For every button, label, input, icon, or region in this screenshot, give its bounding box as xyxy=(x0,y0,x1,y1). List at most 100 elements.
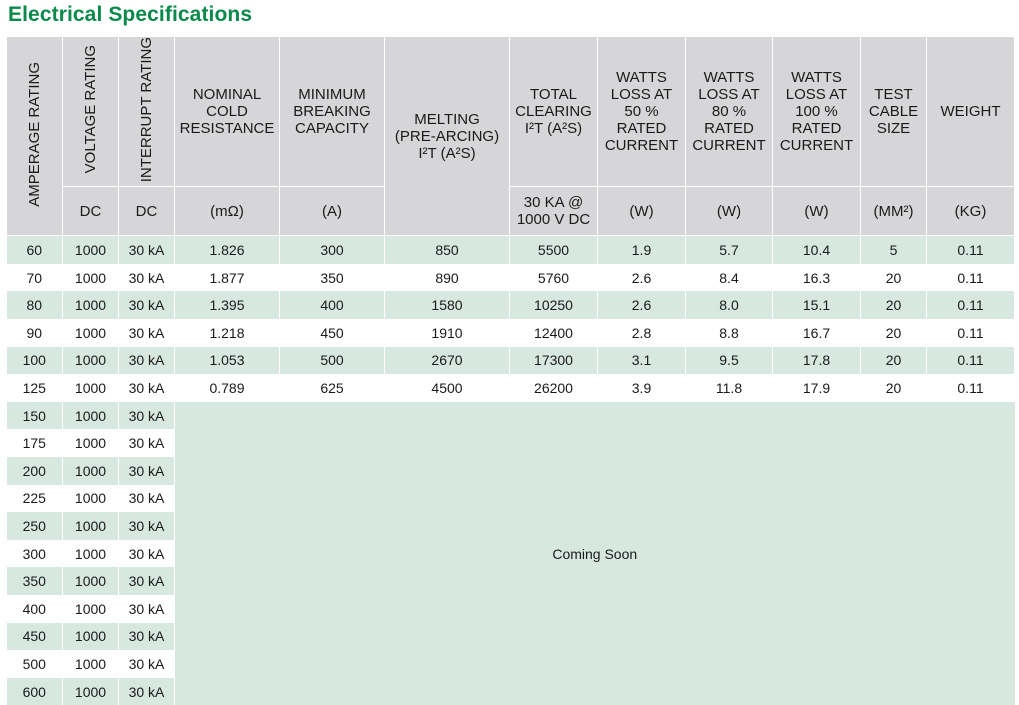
table-cell: 500 xyxy=(279,346,385,375)
unit-watts-100: (W) xyxy=(772,186,861,237)
table-cell: 250 xyxy=(6,512,63,540)
table-cell: 17.8 xyxy=(772,346,861,375)
table-cell: 300 xyxy=(6,539,63,568)
table-row: 500 1000 30 kA xyxy=(6,650,1015,678)
table-cell: 1000 xyxy=(62,319,119,347)
table-row: 70 1000 30 kA 1.877 350 890 5760 2.6 8.4 16.3 20 0.… xyxy=(6,263,1015,292)
header-watts-loss-50: WATTS LOSS AT 50 % RATED CURRENT xyxy=(597,35,686,188)
coming-soon-cell: Coming Soon xyxy=(174,401,1015,705)
table-cell: 1.053 xyxy=(174,346,280,375)
table-row: 175 1000 30 kA xyxy=(6,429,1015,458)
table-cell: 26200 xyxy=(509,374,598,402)
table-row: 80 1000 30 kA 1.395 400 1580 10250 2.6 8.0 15.1 20… xyxy=(6,291,1015,320)
table-cell: 2.6 xyxy=(597,263,686,292)
table-cell: 850 xyxy=(384,235,510,264)
table-cell: 30 kA xyxy=(118,622,175,651)
page-title: Electrical Specifications xyxy=(8,3,253,26)
table-cell: 3.9 xyxy=(597,374,686,402)
table-cell: 4500 xyxy=(384,374,510,402)
table-cell: 8.8 xyxy=(685,319,773,347)
table-cell: 1000 xyxy=(62,346,119,375)
table-row: 400 1000 30 kA xyxy=(6,595,1015,623)
table-cell: 0.11 xyxy=(926,235,1015,264)
table-cell: 0.789 xyxy=(174,374,280,402)
table-row: 200 1000 30 kA xyxy=(6,457,1015,485)
table-cell: 20 xyxy=(860,346,927,375)
table-cell: 12400 xyxy=(509,319,598,347)
header-watts-loss-100: WATTS LOSS AT 100 % RATED CURRENT xyxy=(772,35,861,188)
table-body: 60 1000 30 kA 1.826 300 850 5500 1.9 5.7 10.4 5 0.1… xyxy=(6,235,1015,705)
table-cell: 0.11 xyxy=(926,374,1015,402)
unit-weight: (KG) xyxy=(926,186,1015,237)
table-cell: 1000 xyxy=(62,539,119,568)
electrical-specifications-table: AMPERAGE RATING VOLTAGE RATING INTERRUPT… xyxy=(6,35,1015,705)
table-cell: 30 kA xyxy=(118,512,175,540)
table-cell: 1000 xyxy=(62,622,119,651)
table-cell: 80 xyxy=(6,291,63,320)
table-cell: 20 xyxy=(860,291,927,320)
table-cell: 20 xyxy=(860,374,927,402)
header-weight: WEIGHT xyxy=(926,35,1015,188)
table-row: 450 1000 30 kA xyxy=(6,622,1015,651)
table-cell: 30 kA xyxy=(118,263,175,292)
unit-total-clearing: 30 KA @ 1000 V DC xyxy=(509,186,598,237)
table-cell: 1000 xyxy=(62,650,119,678)
table-cell: 30 kA xyxy=(118,650,175,678)
table-cell: 600 xyxy=(6,677,63,705)
table-cell: 1000 xyxy=(62,484,119,513)
table-cell: 17300 xyxy=(509,346,598,375)
table-cell: 1000 xyxy=(62,401,119,430)
table-cell: 400 xyxy=(279,291,385,320)
table-cell: 0.11 xyxy=(926,346,1015,375)
table-row: 350 1000 30 kA xyxy=(6,567,1015,596)
table-cell: 1000 xyxy=(62,235,119,264)
table-cell: 1000 xyxy=(62,457,119,485)
unit-nominal: (mΩ) xyxy=(174,186,280,237)
table-cell: 20 xyxy=(860,319,927,347)
table-cell: 2.8 xyxy=(597,319,686,347)
unit-interrupt: DC xyxy=(118,186,175,237)
units-row: DC DC (mΩ) (A) 30 KA @ 1000 V DC (W) (W)… xyxy=(7,186,1015,237)
table-cell: 1.826 xyxy=(174,235,280,264)
header-test-cable-size: TEST CABLE SIZE xyxy=(860,35,927,188)
table-cell: 2.6 xyxy=(597,291,686,320)
table-cell: 0.11 xyxy=(926,291,1015,320)
table-cell: 175 xyxy=(6,429,63,458)
table-cell: 1.395 xyxy=(174,291,280,320)
table-cell: 1.218 xyxy=(174,319,280,347)
table-cell: 890 xyxy=(384,263,510,292)
table-cell: 100 xyxy=(6,346,63,375)
header-amperage-rating: AMPERAGE RATING xyxy=(6,35,63,237)
table-cell: 5500 xyxy=(509,235,598,264)
table-cell: 70 xyxy=(6,263,63,292)
table-cell: 30 kA xyxy=(118,319,175,347)
table-cell: 10250 xyxy=(509,291,598,320)
table-cell: 60 xyxy=(6,235,63,264)
table-row: 100 1000 30 kA 1.053 500 2670 17300 3.1 9.5 17.8 2… xyxy=(6,346,1015,375)
table-cell: 8.4 xyxy=(685,263,773,292)
table-cell: 30 kA xyxy=(118,567,175,596)
unit-voltage: DC xyxy=(62,186,119,237)
table-cell: 10.4 xyxy=(772,235,861,264)
table-row: 125 1000 30 kA 0.789 625 4500 26200 3.9 11.8 17.9… xyxy=(6,374,1015,402)
table-cell: 1000 xyxy=(62,512,119,540)
table-cell: 1.877 xyxy=(174,263,280,292)
table-cell: 150 xyxy=(6,401,63,430)
table-cell: 30 kA xyxy=(118,374,175,402)
table-cell: 5 xyxy=(860,235,927,264)
table-cell: 450 xyxy=(6,622,63,651)
table-cell: 17.9 xyxy=(772,374,861,402)
table-cell: 350 xyxy=(279,263,385,292)
table-row: 150 1000 30 kA Coming Soon xyxy=(6,401,1015,705)
table-cell: 90 xyxy=(6,319,63,347)
table-cell: 1000 xyxy=(62,374,119,402)
table-cell: 3.1 xyxy=(597,346,686,375)
table-cell: 225 xyxy=(6,484,63,513)
table-cell: 30 kA xyxy=(118,539,175,568)
table-cell: 0.11 xyxy=(926,319,1015,347)
table-cell: 30 kA xyxy=(118,484,175,513)
unit-watts-50: (W) xyxy=(597,186,686,237)
header-total-clearing-i2t: TOTAL CLEARING I²T (A²S) xyxy=(509,35,598,188)
unit-watts-80: (W) xyxy=(685,186,773,237)
table-cell: 9.5 xyxy=(685,346,773,375)
